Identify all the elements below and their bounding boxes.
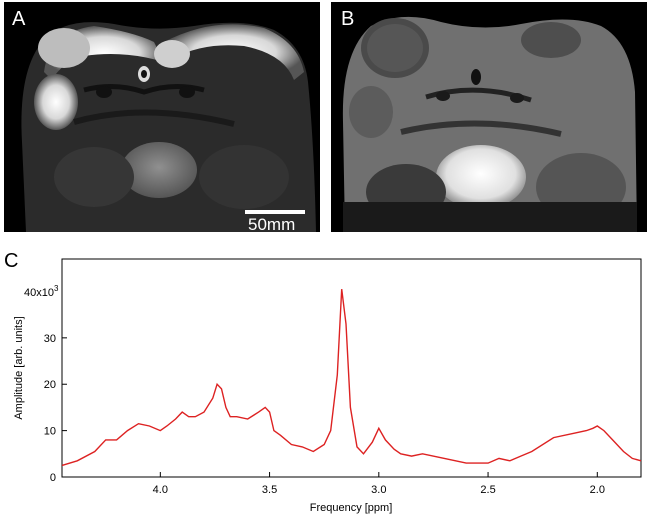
mri-image-a: A 50mm: [4, 2, 320, 232]
y-axis-label: Amplitude [arb. units]: [13, 316, 25, 419]
spectrum-line: [61, 289, 642, 467]
mri-image-a-drawing: [21, 22, 316, 232]
x-tick-label: 2.5: [480, 484, 495, 496]
spectrum-panel: C 4.0 3.5 3.0 2.5 2.0 0 10 20 30 Frequency [ppm…: [0, 240, 650, 520]
y-multiplier-label: 40x103: [24, 284, 59, 299]
x-tick-label: 3.5: [262, 484, 277, 496]
y-tick-label: 20: [44, 379, 56, 391]
x-tick-label: 2.0: [590, 484, 605, 496]
x-tick-label: 3.0: [371, 484, 386, 496]
y-tick-label: 10: [44, 426, 56, 438]
panel-label-c: C: [4, 250, 19, 272]
scale-bar: [245, 210, 305, 214]
x-axis-label: Frequency [ppm]: [310, 502, 393, 514]
x-tick-label: 4.0: [153, 484, 168, 496]
panel-label-b: B: [341, 8, 355, 30]
mri-image-b: B: [331, 2, 647, 232]
panel-label-a: A: [12, 8, 26, 30]
plot-frame: [61, 258, 642, 478]
mri-image-b-drawing: [342, 16, 637, 232]
y-tick-label: 0: [50, 472, 56, 484]
y-tick-label: 30: [44, 333, 56, 345]
scale-bar-label: 50mm: [248, 215, 296, 232]
